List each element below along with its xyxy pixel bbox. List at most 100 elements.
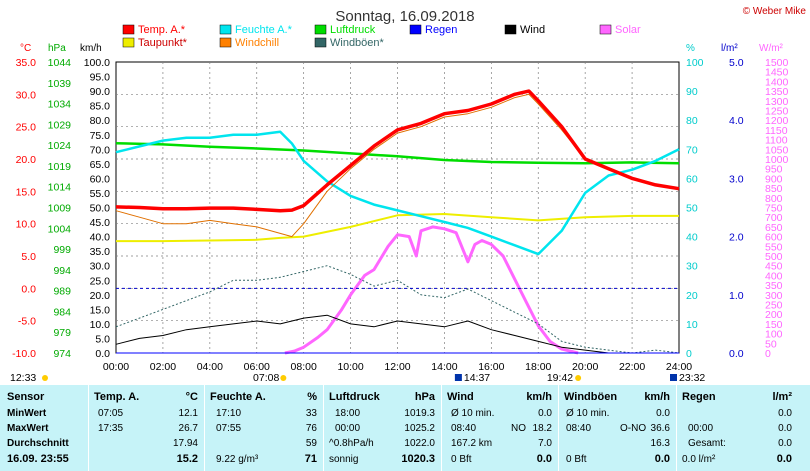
wind-tick-label: 85.0 <box>90 101 111 113</box>
stats-temp-max-value: 26.7 <box>178 423 198 434</box>
wind-tick-label: 10.0 <box>90 319 111 331</box>
solar-tick-label: 1050 <box>765 144 789 156</box>
stats-rain-unit: l/m² <box>772 391 792 403</box>
wind-tick-label: 55.0 <box>90 188 111 200</box>
stats-gusts-avg-value: 16.3 <box>650 438 670 449</box>
pressure-tick-label: 1044 <box>48 57 72 69</box>
moonset-icon <box>42 375 48 381</box>
solar-tick-label: 0 <box>765 348 771 360</box>
stats-row-avg-label: Durchschnitt <box>7 438 69 449</box>
wind-unit-label: km/h <box>80 43 102 54</box>
stats-wind-avg-value: 7.0 <box>538 438 552 449</box>
series-wind <box>115 314 679 354</box>
legend-label: Temp. A.* <box>138 24 186 36</box>
sunrise-icon <box>280 375 287 381</box>
sunrise-time: 07:08 <box>253 372 279 384</box>
weather-chart: Sonntag, 16.09.2018 © Weber Mike Temp. A… <box>10 6 806 384</box>
x-tick-label: 14:00 <box>431 361 457 373</box>
solar-tick-label: 1350 <box>765 86 789 98</box>
legend-label: Feuchte A.* <box>235 24 293 36</box>
legend-swatch <box>409 24 422 35</box>
stats-pressure-forecast: sonnig <box>329 454 359 465</box>
moonrise-icon <box>670 374 677 381</box>
stats-table: Sensor MinWert MaxWert Durchschnitt 16.0… <box>0 385 810 471</box>
rain-unit-label: l/m² <box>721 43 738 54</box>
stats-wind-bft: 0 Bft <box>451 454 472 465</box>
stats-wind-unit: km/h <box>526 391 552 403</box>
solar-tick-label: 1250 <box>765 106 789 118</box>
stats-humidity-avg-value: 59 <box>305 438 317 449</box>
stats-rain-max-time: 00:00 <box>688 423 714 434</box>
solar-tick-label: 100 <box>765 329 783 341</box>
chart-title: Sonntag, 16.09.2018 <box>335 8 474 25</box>
stats-rain-rate: 0.0 l/m² <box>682 454 716 465</box>
wind-tick-label: 75.0 <box>90 130 111 142</box>
solar-tick-label: 1150 <box>765 125 788 137</box>
stats-col-pressure: Luftdruck hPa 18:00 1019.3 00:00 1025.2 ^0.… <box>325 385 439 471</box>
temp-tick-label: 15.0 <box>16 186 37 198</box>
solar-tick-label: 1500 <box>765 57 789 69</box>
solar-tick-label: 1000 <box>765 154 789 166</box>
stats-pressure-max-time: 00:00 <box>335 423 361 434</box>
humidity-tick-label: 10 <box>686 319 698 331</box>
humidity-tick-label: 100 <box>686 57 704 69</box>
sunset-time: 19:42 <box>547 372 573 384</box>
sun-moon-markers: 12:33 07:08 14:37 19:42 23:32 <box>10 372 705 384</box>
moonphase-icon <box>454 374 462 381</box>
stats-wind-title: Wind <box>447 391 474 403</box>
stats-pressure-current-value: 1020.3 <box>401 453 435 465</box>
stats-humidity-max-time: 07:55 <box>216 423 242 434</box>
wind-tick-label: 0.0 <box>95 348 110 360</box>
solar-tick-label: 1400 <box>765 76 789 88</box>
stats-wind-avg10-label: Ø 10 min. <box>451 408 495 419</box>
solar-tick-label: 250 <box>765 300 783 312</box>
stats-col-gusts: Windböen km/h Ø 10 min. 0.0 08:40 O-NO 36.6 … <box>560 385 674 471</box>
wind-tick-label: 45.0 <box>90 217 111 229</box>
wind-tick-label: 15.0 <box>90 304 111 316</box>
series-feuchte-a <box>115 130 680 256</box>
stats-gusts-title: Windböen <box>564 391 618 403</box>
series-taupunkt <box>116 213 679 243</box>
stats-rain-title: Regen <box>682 391 716 403</box>
axis-units: °C hPa km/h % l/m² W/m² <box>20 43 784 54</box>
solar-tick-label: 600 <box>765 232 783 244</box>
legend-label: Solar <box>615 24 641 36</box>
stats-col-wind: Wind km/h Ø 10 min. 0.0 08:40 NO 18.2 167.2 … <box>443 385 556 471</box>
wind-tick-label: 90.0 <box>90 86 111 98</box>
solar-tick-label: 750 <box>765 203 783 215</box>
solar-tick-label: 1100 <box>765 135 788 147</box>
stats-pressure-trend: ^0.8hPa/h <box>329 438 374 449</box>
solar-tick-label: 350 <box>765 280 783 292</box>
rain-tick-label: 1.0 <box>729 290 744 302</box>
stats-wind-max-value: 18.2 <box>532 423 552 434</box>
series-temp-a <box>115 89 680 213</box>
solar-tick-label: 200 <box>765 309 783 321</box>
stats-temp-title: Temp. A. <box>94 391 140 403</box>
stats-humidity-min-value: 33 <box>305 408 317 419</box>
sunset-icon <box>575 375 582 381</box>
stats-rain-min-value: 0.0 <box>778 408 792 419</box>
solar-tick-label: 950 <box>765 164 783 176</box>
legend-label: Windböen* <box>330 37 385 49</box>
rain-tick-label: 3.0 <box>729 173 744 185</box>
x-tick-label: 18:00 <box>525 361 551 373</box>
legend-label: Wind <box>520 24 545 36</box>
moonphase-time: 14:37 <box>464 372 490 384</box>
stats-row-current-label: 16.09. 23:55 <box>7 453 69 465</box>
x-tick-label: 22:00 <box>619 361 645 373</box>
pressure-tick-label: 1034 <box>48 99 72 111</box>
pressure-tick-label: 994 <box>53 265 71 277</box>
pressure-tick-label: 979 <box>53 327 71 339</box>
legend-label: Windchill <box>235 37 279 49</box>
legend-swatch <box>219 37 232 48</box>
stats-pressure-avg-value: 1022.0 <box>404 438 435 449</box>
humidity-tick-label: 0 <box>686 348 692 360</box>
stats-temp-max-time: 17:35 <box>98 423 124 434</box>
temp-tick-label: -5.0 <box>18 316 36 328</box>
solar-tick-label: 900 <box>765 173 783 185</box>
stats-humidity-unit: % <box>307 391 317 403</box>
stats-gusts-bft: 0 Bft <box>566 454 587 465</box>
stats-rain-total-label: Gesamt: <box>688 438 726 449</box>
stats-col-humidity: Feuchte A.% 17:10 33 07:55 76 59 9.22 g/m³… <box>206 385 321 471</box>
legend-swatch <box>599 24 612 35</box>
